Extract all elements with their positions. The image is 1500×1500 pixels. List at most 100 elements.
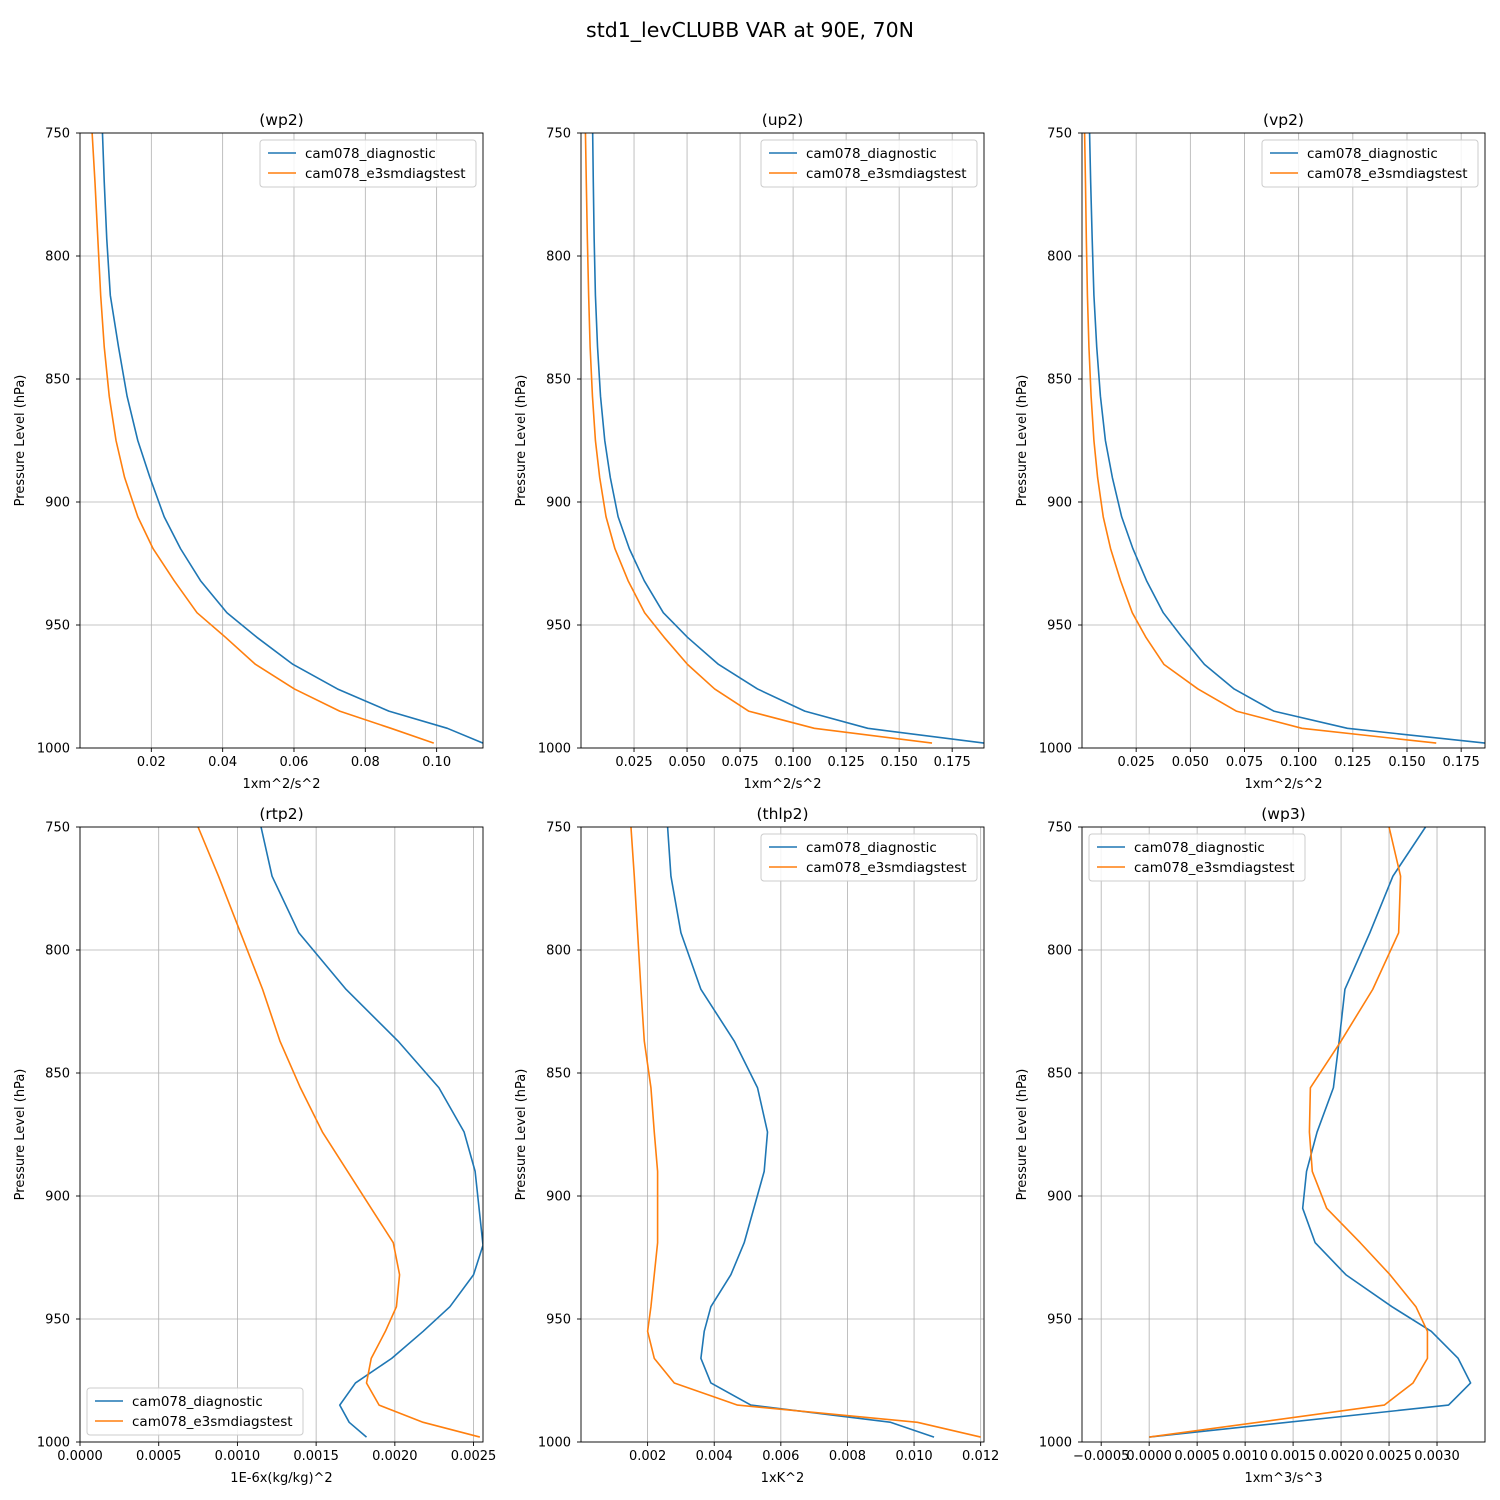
x-tick-label: 0.075 <box>721 755 758 770</box>
legend-label: cam078_diagnostic <box>1134 840 1265 856</box>
panels: 0.02 0.04 0.06 0.08 0.10 750 800 850 900 950 1000 (… <box>13 111 1486 1486</box>
y-tick-label: 1000 <box>37 742 70 757</box>
x-tick-label: 0.0005 <box>136 1449 182 1464</box>
series-line-cam078_e3smdiagstest <box>1149 827 1429 1438</box>
series-line-cam078_diagnostic <box>1088 133 1485 744</box>
y-tick-label: 900 <box>546 1190 571 1205</box>
y-axis-label: Pressure Level (hPa) <box>13 375 28 507</box>
y-axis-label: Pressure Level (hPa) <box>1015 375 1030 507</box>
legend-label: cam078_e3smdiagstest <box>305 166 466 182</box>
panel-title: (vp2) <box>1263 111 1304 129</box>
y-tick-label: 800 <box>1047 250 1072 265</box>
x-tick-label: 0.125 <box>828 755 865 770</box>
x-tick-label: 0.0020 <box>1318 1449 1364 1464</box>
chart-panel-2: 0.025 0.050 0.075 0.100 0.125 0.150 0.175 750 80… <box>514 111 985 792</box>
y-tick-label: 850 <box>546 1067 571 1082</box>
legend-box <box>1261 139 1479 188</box>
y-tick-label: 800 <box>45 250 70 265</box>
y-tick-label: 750 <box>45 821 70 836</box>
y-tick-label: 1000 <box>538 1436 571 1451</box>
y-tick-label: 900 <box>1047 496 1072 511</box>
y-axis-label: Pressure Level (hPa) <box>514 1069 529 1201</box>
y-tick-label: 900 <box>1047 1190 1072 1205</box>
legend-label: cam078_diagnostic <box>806 840 937 856</box>
y-tick-label: 950 <box>1047 619 1072 634</box>
x-tick-label: 0.10 <box>422 755 451 770</box>
series-line-cam078_diagnostic <box>1149 827 1472 1438</box>
y-tick-label: 850 <box>45 1067 70 1082</box>
y-tick-label: 800 <box>546 944 571 959</box>
legend: cam078_diagnostic cam078_e3smdiagstest <box>259 139 477 188</box>
x-tick-label: 0.150 <box>1388 755 1425 770</box>
x-tick-label: 0.100 <box>774 755 811 770</box>
y-tick-label: 900 <box>45 1190 70 1205</box>
figure-title: std1_levCLUBB VAR at 90E, 70N <box>586 18 914 43</box>
y-tick-label: 850 <box>546 373 571 388</box>
y-tick-label: 800 <box>546 250 571 265</box>
y-tick-label: 950 <box>546 1313 571 1328</box>
series-line-cam078_diagnostic <box>260 827 483 1438</box>
x-tick-label: 0.06 <box>280 755 309 770</box>
legend-label: cam078_e3smdiagstest <box>1134 860 1295 876</box>
y-tick-label: 750 <box>45 127 70 142</box>
chart-panel-3: 0.025 0.050 0.075 0.100 0.125 0.150 0.175 750 80… <box>1015 111 1486 792</box>
x-axis-label: 1xm^2/s^2 <box>242 777 320 792</box>
x-tick-label: 0.025 <box>615 755 652 770</box>
legend-box <box>86 1387 304 1436</box>
axes-frame <box>1081 132 1486 749</box>
axes-frame <box>79 132 484 749</box>
chart-panel-4: 0.0000 0.0005 0.0010 0.0015 0.0020 0.0025 750 8… <box>13 805 496 1486</box>
legend-label: cam078_e3smdiagstest <box>1307 166 1468 182</box>
y-tick-label: 800 <box>45 944 70 959</box>
x-axis-label: 1xK^2 <box>761 1471 805 1486</box>
x-axis-label: 1xm^2/s^2 <box>1244 777 1322 792</box>
x-tick-label: 0.02 <box>137 755 166 770</box>
panel-title: (wp3) <box>1261 805 1305 823</box>
x-tick-label: 0.0020 <box>372 1449 418 1464</box>
legend: cam078_diagnostic cam078_e3smdiagstest <box>86 1387 304 1436</box>
x-tick-label: 0.004 <box>696 1449 733 1464</box>
x-tick-label: 0.175 <box>934 755 971 770</box>
y-tick-label: 900 <box>546 496 571 511</box>
legend: cam078_diagnostic cam078_e3smdiagstest <box>1261 139 1479 188</box>
y-tick-label: 1000 <box>37 1436 70 1451</box>
legend-box <box>259 139 477 188</box>
y-axis-label: Pressure Level (hPa) <box>1015 1069 1030 1201</box>
axes-frame <box>1081 826 1486 1443</box>
legend: cam078_diagnostic cam078_e3smdiagstest <box>1088 833 1306 882</box>
y-tick-label: 950 <box>45 1313 70 1328</box>
x-tick-label: 0.002 <box>629 1449 666 1464</box>
legend: cam078_diagnostic cam078_e3smdiagstest <box>760 139 978 188</box>
y-tick-label: 750 <box>1047 821 1072 836</box>
panel-title: (up2) <box>762 111 804 129</box>
panel-title: (rtp2) <box>259 805 303 823</box>
chart-panel-5: 0.002 0.004 0.006 0.008 0.010 0.012 750 800 850 9… <box>514 805 999 1486</box>
x-tick-label: 0.006 <box>762 1449 799 1464</box>
legend-box <box>1088 833 1306 882</box>
y-tick-label: 950 <box>546 619 571 634</box>
legend-label: cam078_e3smdiagstest <box>806 860 967 876</box>
x-tick-label: 0.0010 <box>1222 1449 1268 1464</box>
y-tick-label: 800 <box>1047 944 1072 959</box>
x-axis-label: 1xm^3/s^3 <box>1244 1471 1322 1486</box>
panel-title: (thlp2) <box>756 805 808 823</box>
x-tick-label: 0.0025 <box>1366 1449 1412 1464</box>
legend-label: cam078_e3smdiagstest <box>806 166 967 182</box>
y-tick-label: 950 <box>45 619 70 634</box>
x-tick-label: 0.0015 <box>293 1449 339 1464</box>
x-tick-label: −0.0005 <box>1073 1449 1129 1464</box>
x-tick-label: 0.0010 <box>215 1449 261 1464</box>
series-line-cam078_e3smdiagstest <box>630 827 981 1438</box>
series-line-cam078_e3smdiagstest <box>197 827 481 1438</box>
x-tick-label: 0.175 <box>1443 755 1480 770</box>
legend-label: cam078_diagnostic <box>305 146 436 162</box>
y-tick-label: 1000 <box>1039 1436 1072 1451</box>
y-tick-label: 950 <box>1047 1313 1072 1328</box>
y-axis-label: Pressure Level (hPa) <box>514 375 529 507</box>
x-tick-label: 0.025 <box>1118 755 1155 770</box>
x-tick-label: 0.008 <box>829 1449 866 1464</box>
legend: cam078_diagnostic cam078_e3smdiagstest <box>760 833 978 882</box>
legend-box <box>760 139 978 188</box>
